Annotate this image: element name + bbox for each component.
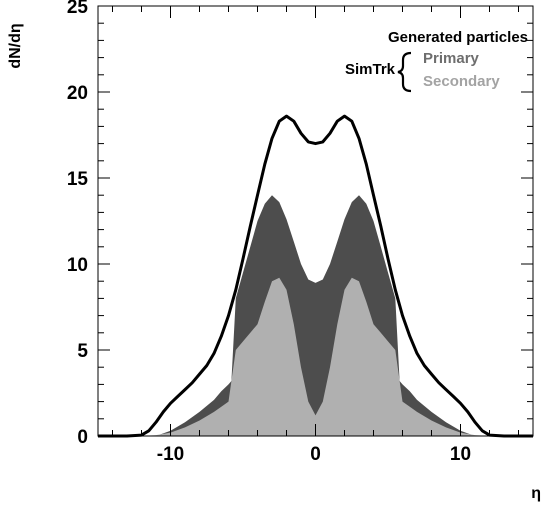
- legend-group-label: SimTrk: [345, 61, 396, 78]
- legend-item-primary: Primary: [423, 50, 480, 67]
- x-axis-title: η: [531, 485, 541, 502]
- legend-brace: [397, 51, 412, 93]
- legend: Generated particles SimTrk Primary Secon…: [345, 29, 528, 93]
- y-tick-label: 15: [67, 169, 89, 190]
- y-tick-label: 10: [67, 255, 88, 276]
- x-tick-label: 0: [310, 444, 321, 465]
- x-tick-label: 10: [450, 444, 471, 465]
- legend-header: Generated particles: [388, 29, 528, 46]
- axis-ticks: [98, 5, 533, 437]
- area-series-group: [98, 195, 533, 436]
- line-series-group: [98, 114, 533, 438]
- area-primary: [98, 195, 533, 436]
- legend-item-secondary: Secondary: [423, 73, 500, 90]
- y-tick-label: 25: [67, 0, 89, 18]
- y-axis-title: dN/dη: [7, 23, 24, 68]
- y-tick-label: 5: [77, 341, 88, 362]
- y-tick-label: 0: [77, 427, 88, 448]
- x-tick-label: -10: [157, 444, 184, 465]
- y-tick-label: 20: [67, 83, 88, 104]
- line-generated-particles: [98, 114, 533, 438]
- tick-labels: 0 5 10 15 20 25 -10 0 10: [67, 0, 471, 465]
